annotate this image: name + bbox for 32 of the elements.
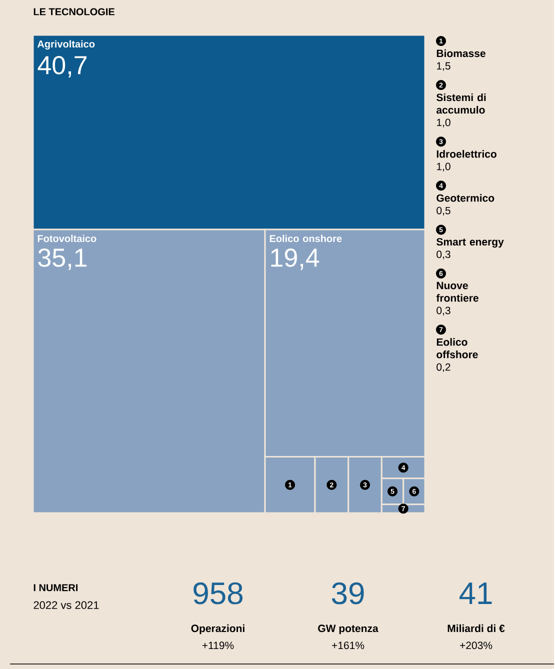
category-label: Sistemi di accumulo [436,93,486,114]
data-label: 0,5 [436,206,451,216]
data-label: 39 [332,582,364,604]
category-label: Fotovoltaico [38,234,97,242]
data-label: 19,4 [271,248,320,270]
data-label: 40,7 [38,56,87,78]
category-label: Operazioni [192,624,245,634]
data-label: 1,5 [437,62,451,71]
text: LE TECNOLOGIE [34,8,115,16]
data-label: 1,0 [437,118,451,128]
category-label: GW potenza [318,624,379,634]
category-label: Eolico onshore [270,234,342,242]
data-label: 958 [194,582,243,604]
category-label: Miliardi di € [448,624,505,632]
text: +161% [332,642,364,650]
category-label: Agrivoltaico [38,40,95,50]
data-label: 35,1 [38,248,87,270]
data-label: 41 [460,582,492,604]
category-label: Smart energy [436,238,504,248]
category-label: Eolico offshore [436,338,478,358]
data-label: 0,2 [436,363,451,372]
category-label: Biomasse [437,49,486,58]
category-label: Geotermico [436,194,494,202]
category-label: Nuove frontiere [436,282,479,302]
data-label: 1,0 [437,162,451,172]
text: 2022 vs 2021 [34,601,99,609]
text: +203% [460,642,492,650]
data-label: 0,3 [436,250,451,260]
category-label: Idroelettrico [437,150,497,158]
text: I NUMERI [34,584,78,592]
data-label: 0,3 [436,306,451,316]
text: +119% [202,642,234,650]
